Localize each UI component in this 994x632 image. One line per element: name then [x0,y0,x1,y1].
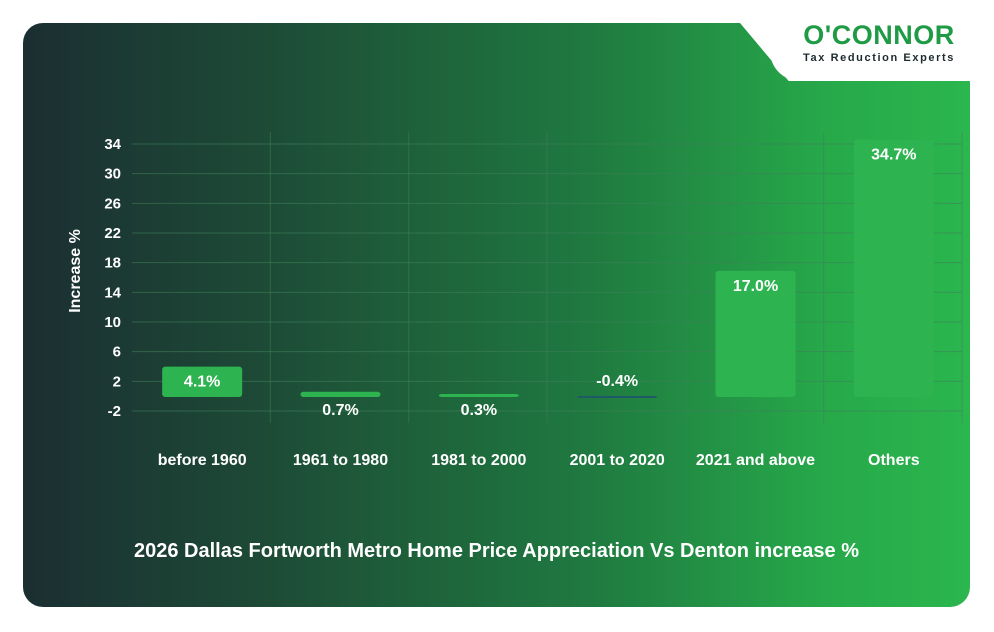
data-label: 17.0% [733,278,778,295]
data-label: 4.1% [184,374,220,391]
x-tick-label: Others [868,452,920,469]
data-label: 34.7% [871,147,916,164]
y-axis-label: Increase % [67,229,84,313]
x-tick-label: 2021 and above [696,452,815,469]
bar [853,139,934,397]
bar [300,391,381,397]
chart-card [23,23,970,607]
y-tick-label: 14 [104,284,121,301]
y-tick-label: 26 [104,195,121,212]
y-tick-label: 2 [113,373,121,390]
brand-tagline: Tax Reduction Experts [803,52,955,64]
chart-title: 2026 Dallas Fortworth Metro Home Price A… [133,540,860,562]
bar [577,396,658,398]
x-tick-label: 1981 to 2000 [431,452,526,469]
y-tick-label: 10 [104,314,121,331]
logo-panel [770,23,994,81]
bar [438,394,519,397]
x-tick-label: before 1960 [158,452,247,469]
y-tick-label: 34 [104,136,121,153]
y-tick-label: 30 [104,166,121,183]
x-tick-label: 2001 to 2020 [570,452,665,469]
brand-logo: O'CONNOR [803,20,955,50]
y-tick-label: 6 [113,344,121,361]
x-tick-label: 1961 to 1980 [293,452,388,469]
y-tick-label: -2 [108,403,121,420]
data-label: 0.3% [461,402,497,419]
bar [162,366,243,397]
data-label: 0.7% [322,402,358,419]
bar [715,270,796,397]
data-label: -0.4% [596,373,638,390]
y-tick-label: 18 [104,255,121,272]
y-tick-label: 22 [104,225,121,242]
